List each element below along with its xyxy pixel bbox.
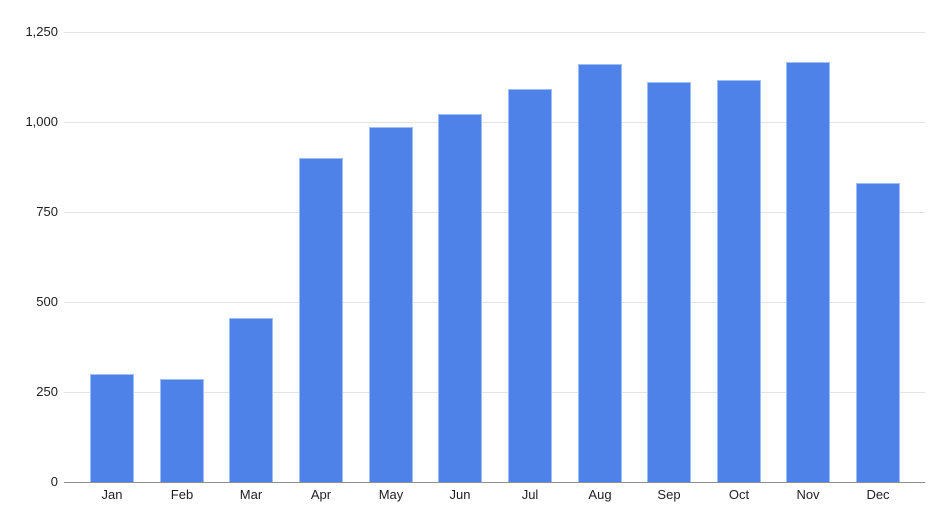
x-axis-tick-label: May (378, 487, 404, 502)
bar-may[interactable] (369, 127, 413, 482)
gridline (64, 392, 925, 393)
bar-jan[interactable] (90, 374, 134, 482)
x-axis-tick-label: Jun (449, 487, 471, 502)
x-axis-tick-label: Aug (588, 487, 612, 502)
bar-dec[interactable] (856, 183, 900, 482)
x-axis-tick-label: Mar (239, 487, 263, 502)
bar-apr[interactable] (299, 158, 343, 482)
bar-aug[interactable] (578, 64, 622, 482)
x-axis-tick-label: Apr (310, 487, 332, 502)
bar-jul[interactable] (508, 89, 552, 482)
x-axis-tick-label: Dec (866, 487, 890, 502)
x-axis-tick-label: Oct (728, 487, 750, 502)
bar-feb[interactable] (160, 379, 204, 482)
gridline (64, 212, 925, 213)
x-axis-tick-label: Feb (170, 487, 194, 502)
bar-nov[interactable] (786, 62, 830, 482)
y-axis-tick-label: 250 (36, 384, 58, 399)
x-axis-line (64, 482, 925, 483)
y-axis-tick-label: 1,000 (25, 114, 58, 129)
gridline (64, 302, 925, 303)
bar-oct[interactable] (717, 80, 761, 482)
x-axis-tick-label: Jul (521, 487, 539, 502)
y-axis-tick-label: 750 (36, 204, 58, 219)
bar-mar[interactable] (229, 318, 273, 482)
gridline (64, 32, 925, 33)
y-axis-tick-label: 500 (36, 294, 58, 309)
x-axis-tick-label: Sep (657, 487, 681, 502)
y-axis-tick-label: 0 (50, 474, 58, 489)
y-axis-tick-label: 1,250 (25, 24, 58, 39)
x-axis-tick-label: Nov (796, 487, 820, 502)
x-axis-tick-label: Jan (101, 487, 123, 502)
gridline (64, 122, 925, 123)
bar-jun[interactable] (438, 114, 482, 482)
bar-sep[interactable] (647, 82, 691, 482)
